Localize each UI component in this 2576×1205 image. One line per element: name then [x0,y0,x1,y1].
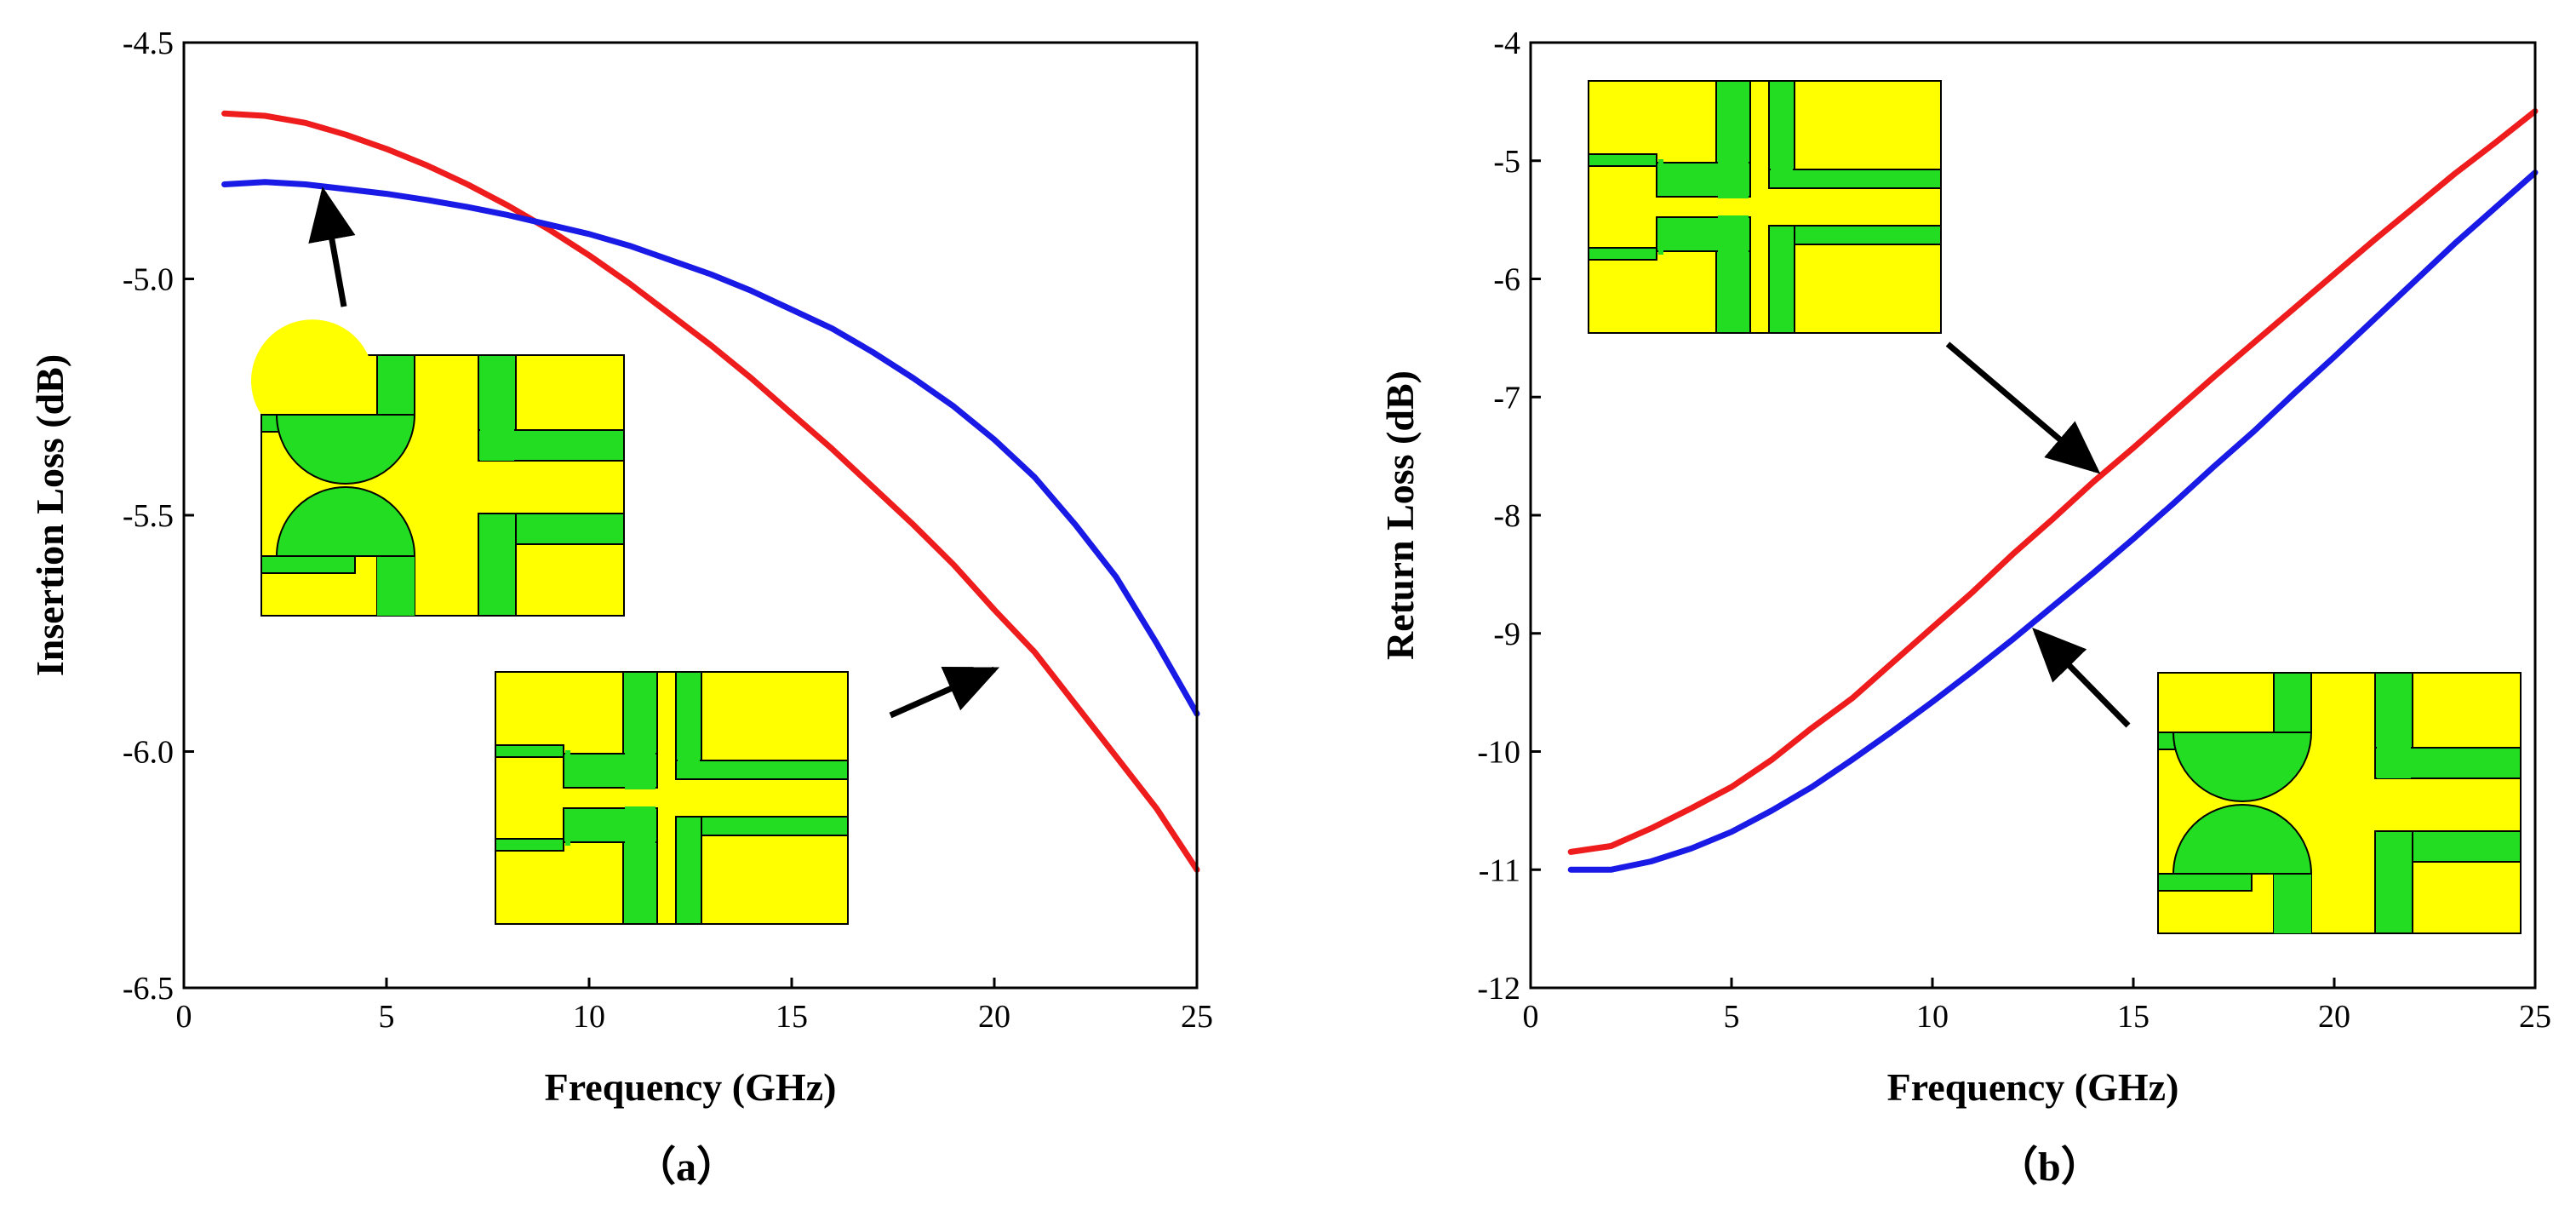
panel-b-ytick-label: -10 [1477,735,1520,771]
panel-a-xtick-label: 10 [573,999,605,1035]
panel-a-xtick-label: 15 [776,999,808,1035]
panel-b-ytick-label: -12 [1477,971,1520,1007]
panel-b-series [1567,108,2539,873]
panel-b-ticks: 0 5 10 15 20 25 -4 -5 -6 -7 -8 -9 -10 -11 -12 [1477,26,2551,1035]
inset-rectangular-stub-b [1588,80,1942,334]
panel-b-ytick-label: -6 [1493,262,1520,298]
panel-b-ytick-label: -5 [1493,144,1520,180]
panel-a-ytick-label: -4.5 [123,26,174,61]
panel-a-ytick-label: -6.0 [123,735,174,771]
panel-a-ytick-label: -5.0 [123,262,174,298]
panel-b-xlabel: Frequency (GHz) [1887,1065,2179,1109]
panel-a-ytick-label: -6.5 [123,971,174,1007]
panel-a-xlabel: Frequency (GHz) [545,1065,837,1109]
panel-a-series-red-line [221,110,1200,873]
arrow-to-red-curve-b [1945,341,2101,474]
panel-b-ytick-label: -8 [1493,498,1520,534]
panel-a-ytick-label: -5.5 [123,498,174,534]
inset-rectangular-stub-a [495,671,849,925]
panel-b-xtick-label: 20 [2318,999,2350,1035]
panel-b-xtick-label: 5 [1724,999,1740,1035]
panel-b-series-red-line [1567,108,2539,855]
panel-a-label: （a） [635,1145,737,1190]
panel-b-xtick-label: 0 [1523,999,1539,1035]
panel-a-xtick-label: 25 [1181,999,1213,1035]
panel-b: 0 5 10 15 20 25 -4 -5 -6 -7 -8 -9 -10 -11 -12 [1378,26,2551,1190]
panel-b-ylabel: Return Loss (dB) [1378,370,1422,660]
arrow-to-blue-curve-b [2032,628,2131,728]
panel-b-xtick-label: 15 [2117,999,2150,1035]
panel-a-series-blue-line [221,179,1200,717]
panel-b-label: （b） [1997,1145,2102,1190]
inset-semicircular-stub-a [251,319,625,617]
panel-a-ticks: 0 5 10 15 20 25 -4.5 -5.0 -5.5 -6.0 -6.5 [123,26,1213,1035]
arrow-to-red-curve-a [889,666,1000,719]
panel-b-xtick-label: 25 [2519,999,2551,1035]
panel-b-ytick-label: -11 [1479,852,1520,888]
panel-b-ytick-label: -9 [1493,617,1520,652]
panel-a-xtick-label: 5 [379,999,395,1035]
panel-a-ylabel: Insertion Loss (dB) [28,354,72,676]
arrow-to-blue-curve-a [308,186,356,307]
panel-a-series [221,110,1200,873]
panel-b-series-blue-line [1567,169,2539,873]
panel-a-xtick-label: 0 [176,999,192,1035]
panel-a-xtick-label: 20 [978,999,1010,1035]
inset-semicircular-stub-b [2157,672,2522,934]
panel-b-xtick-label: 10 [1916,999,1949,1035]
panel-b-ytick-label: -7 [1493,380,1520,416]
panel-a: 0 5 10 15 20 25 -4.5 -5.0 -5.5 -6.0 -6.5 [28,26,1213,1190]
panel-b-ytick-label: -4 [1493,26,1520,61]
